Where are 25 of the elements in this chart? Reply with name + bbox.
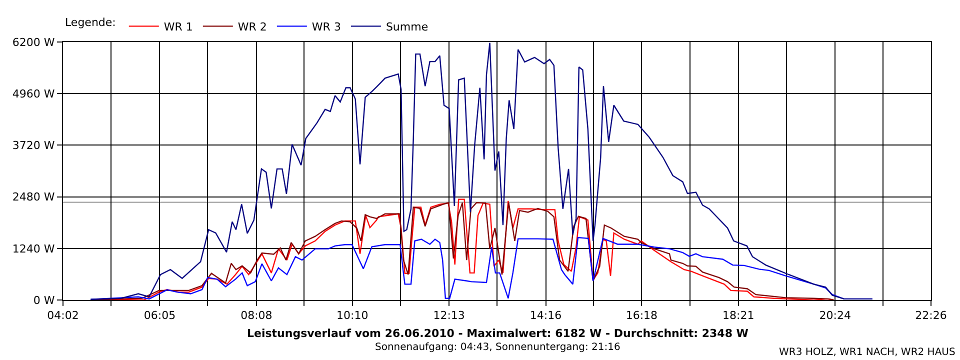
x-tick-label: 14:16 <box>530 309 562 322</box>
legend-label: Summe <box>386 20 428 34</box>
y-tick-label: 1240 W <box>12 242 55 256</box>
text: WR3 HOLZ, WR1 NACH, WR2 HAUS <box>779 347 956 358</box>
x-tick-label: 06:05 <box>144 309 176 322</box>
y-tick-label: 3720 W <box>12 139 55 152</box>
x-tick-label: 20:24 <box>819 309 851 322</box>
x-tick-label: 08:08 <box>240 309 272 322</box>
x-tick-label: 22:26 <box>915 309 947 322</box>
y-tick-label: 6200 W <box>12 36 55 49</box>
y-tick-label: 2480 W <box>12 190 55 204</box>
legend-title: Legende: <box>65 16 116 30</box>
y-tick-label: 4960 W <box>12 87 55 100</box>
line-series <box>90 42 873 300</box>
y-tick-label: 0 W <box>33 294 55 307</box>
legend-label: WR 3 <box>312 20 341 34</box>
x-tick-label: 10:10 <box>336 309 368 322</box>
x-tick-label: 12:13 <box>433 309 465 322</box>
text: Leistungsverlauf vom 26.06.2010 - Maximalwert: 6182 W - Durchschnitt: 2348 W <box>247 327 748 340</box>
legend-label: WR 1 <box>164 20 193 34</box>
x-tick-label: 04:02 <box>47 309 79 322</box>
legend-label: WR 2 <box>238 20 267 34</box>
text: Sonnenaufgang: 04:43, Sonnenuntergang: 21:16 <box>375 342 620 353</box>
x-tick-label: 16:18 <box>626 309 658 322</box>
x-tick-label: 18:21 <box>722 309 754 322</box>
